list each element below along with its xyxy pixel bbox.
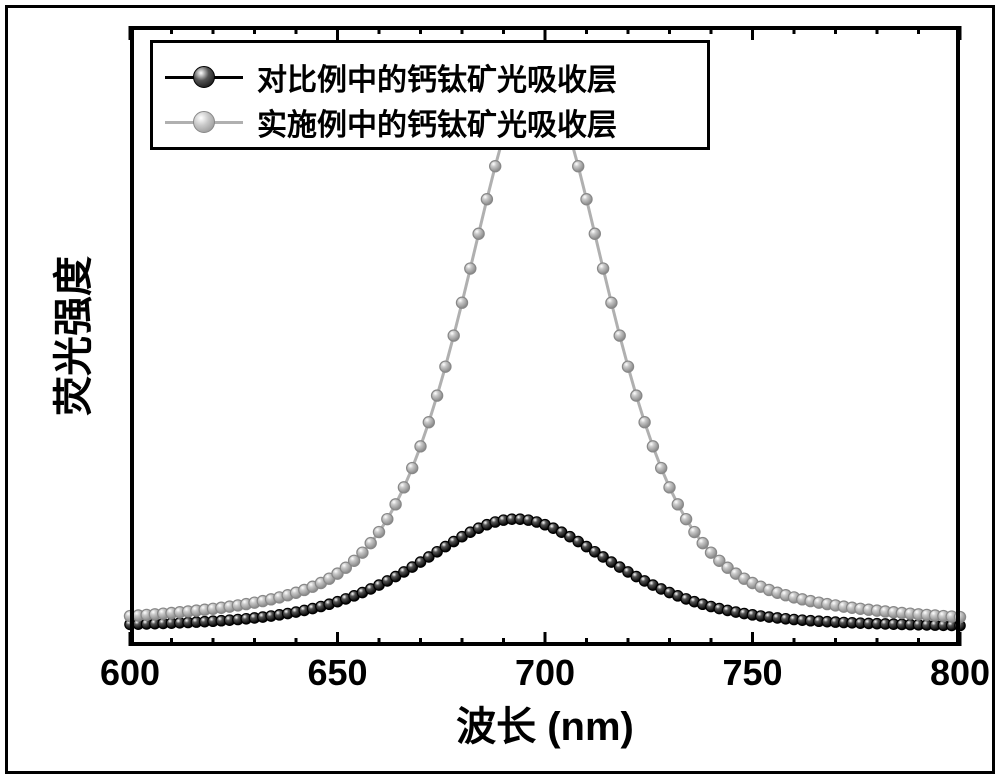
x-tick-label: 650 <box>307 652 367 694</box>
legend-swatch <box>165 76 243 79</box>
legend-swatch <box>165 121 243 124</box>
legend-item: 实施例中的钙钛矿光吸收层 <box>165 104 617 140</box>
legend-label: 对比例中的钙钛矿光吸收层 <box>257 55 617 99</box>
legend-marker-icon <box>193 66 215 88</box>
legend-marker-icon <box>193 111 215 133</box>
x-axis-title: 波长 (nm) <box>456 694 634 752</box>
x-tick-label: 800 <box>930 652 990 694</box>
y-axis-title: 荧光强度 <box>41 256 99 416</box>
x-tick-label: 600 <box>100 652 160 694</box>
legend: 对比例中的钙钛矿光吸收层实施例中的钙钛矿光吸收层 <box>150 40 710 150</box>
legend-item: 对比例中的钙钛矿光吸收层 <box>165 59 617 95</box>
legend-label: 实施例中的钙钛矿光吸收层 <box>257 100 617 144</box>
x-tick-label: 700 <box>515 652 575 694</box>
chart-container: 600650700750800波长 (nm)荧光强度对比例中的钙钛矿光吸收层实施… <box>0 0 1000 779</box>
x-tick-label: 750 <box>722 652 782 694</box>
